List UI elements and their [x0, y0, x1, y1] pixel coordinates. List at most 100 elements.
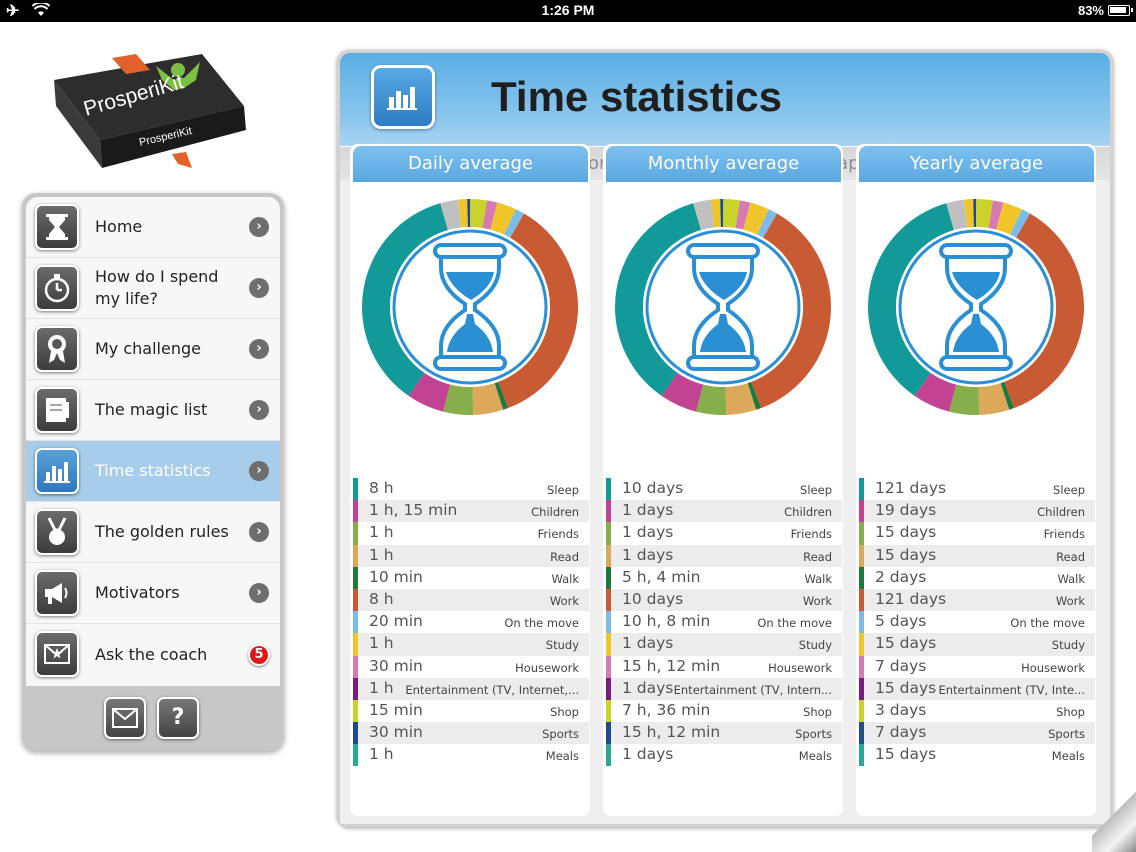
donut-segment	[711, 199, 721, 228]
page-curl[interactable]	[1092, 774, 1136, 852]
sidebar-item-label: My challenge	[95, 339, 201, 358]
megaphone-icon	[35, 570, 79, 616]
stat-category: Meals	[798, 749, 832, 764]
sidebar-item-label: How do I spend my life?	[95, 267, 219, 308]
stat-category: Work	[1055, 593, 1085, 608]
stat-category: Children	[531, 505, 579, 520]
stat-row: 121 days Sleep	[859, 478, 1095, 501]
column-header: Daily average	[353, 146, 588, 182]
donut-segment	[751, 213, 831, 409]
stat-value: 1 h	[369, 523, 394, 542]
stat-value: 1 h	[369, 545, 394, 564]
stat-category: Sports	[795, 727, 832, 742]
sidebar-item-my-challenge[interactable]: My challenge ›	[26, 319, 280, 380]
stat-row: 1 days Read	[606, 544, 842, 567]
stat-value: 5 h, 4 min	[622, 567, 701, 586]
stat-value: 1 days	[622, 501, 674, 520]
stat-category: Children	[784, 505, 832, 520]
sidebar-item-time-statistics[interactable]: Time statistics ›	[26, 441, 280, 502]
battery-percent: 83%	[1077, 3, 1104, 18]
stat-row: 1 days Friends	[606, 522, 842, 545]
stat-value: 121 days	[875, 589, 947, 608]
stat-value: 15 days	[875, 678, 937, 697]
stat-row: 1 h Meals	[353, 744, 589, 767]
stat-value: 15 days	[875, 545, 937, 564]
stat-category: Friends	[1043, 527, 1085, 542]
stat-value: 7 days	[875, 723, 927, 742]
donut-segment	[868, 203, 954, 396]
stat-category: Friends	[790, 527, 832, 542]
sidebar-item-motivators[interactable]: Motivators ›	[26, 563, 280, 624]
stat-value: 2 days	[875, 567, 927, 586]
donut-segment	[615, 203, 701, 396]
sidebar-item-ask-the-coach[interactable]: Ask the coach 5	[26, 624, 280, 685]
sidebar-item-label: Time statistics	[95, 461, 211, 480]
stat-value: 20 min	[369, 612, 423, 631]
donut-segment	[482, 200, 498, 230]
stat-category: Meals	[545, 749, 579, 764]
bar-chart-icon	[371, 65, 435, 129]
stat-value: 1 days	[622, 523, 674, 542]
sidebar-item-home[interactable]: Home ›	[26, 197, 280, 258]
stat-row: 15 days Read	[859, 544, 1095, 567]
stat-row: 10 days Work	[606, 588, 842, 612]
donut-segment	[747, 381, 762, 410]
sidebar-item-how-do-i-spend-my-life[interactable]: How do I spend my life? ›	[26, 258, 280, 319]
stat-row: 20 min On the move	[353, 611, 589, 634]
stat-value: 10 days	[622, 589, 684, 608]
stat-row: 15 h, 12 min Sports	[606, 722, 842, 745]
donut-segment	[973, 199, 977, 228]
stat-row: 1 h, 15 min Children	[353, 500, 589, 523]
donut-segment	[988, 200, 1004, 230]
stat-row: 7 h, 36 min Shop	[606, 699, 842, 723]
help-button[interactable]: ?	[157, 697, 199, 739]
stat-value: 15 days	[875, 634, 937, 653]
battery-icon	[1108, 5, 1133, 16]
chevron-right-icon: ›	[249, 278, 269, 298]
stat-row: 15 days Friends	[859, 522, 1095, 545]
stat-row: 1 h Entertainment (TV, Internet,...	[353, 677, 589, 700]
stat-value: 1 days	[622, 634, 674, 653]
stats-list: 10 days Sleep 1 days Children 1 days Friends 1…	[606, 478, 842, 767]
sidebar-item-the-magic-list[interactable]: The magic list ›	[26, 380, 280, 441]
stat-row: 30 min Sports	[353, 722, 589, 745]
airplane-mode-icon: ✈	[6, 3, 20, 20]
stat-category: Housework	[768, 660, 832, 675]
stat-category: Study	[545, 638, 579, 653]
stat-value: 15 h, 12 min	[622, 656, 721, 675]
daily-time-donut	[362, 199, 578, 415]
stat-value: 10 h, 8 min	[622, 612, 711, 631]
stats-list: 121 days Sleep 19 days Children 15 days Frien…	[859, 478, 1095, 767]
donut-segment	[964, 199, 974, 228]
stat-row: 1 days Study	[606, 633, 842, 656]
stat-category: Sleep	[800, 483, 832, 497]
notebook-icon	[35, 387, 79, 433]
stat-category: Walk	[1057, 571, 1085, 586]
chevron-right-icon: ›	[249, 522, 269, 542]
stat-category: On the move	[1010, 616, 1085, 631]
donut-segment	[976, 199, 993, 228]
stat-value: 15 days	[875, 523, 937, 542]
stat-value: 7 days	[875, 656, 927, 675]
donut-segment	[996, 202, 1022, 235]
stat-category: Shop	[803, 704, 832, 719]
chevron-right-icon: ›	[249, 400, 269, 420]
donut-segment	[696, 384, 727, 415]
sidebar-item-the-golden-rules[interactable]: The golden rules ›	[26, 502, 280, 563]
stat-value: 1 h	[369, 678, 394, 697]
page-title: Time statistics	[491, 73, 783, 120]
stat-value: 7 h, 36 min	[622, 700, 711, 719]
sidebar-item-label: Home	[95, 217, 143, 236]
stat-category: Work	[802, 593, 832, 608]
chevron-right-icon: ›	[249, 339, 269, 359]
stat-row: 7 days Housework	[859, 655, 1095, 678]
stat-row: 1 h Study	[353, 633, 589, 656]
stat-category: Entertainment (TV, Intern...	[673, 682, 832, 697]
mail-button[interactable]	[104, 697, 146, 739]
stat-row: 15 days Entertainment (TV, Inte...	[859, 677, 1095, 700]
stat-category: Read	[550, 549, 579, 564]
stat-value: 19 days	[875, 501, 937, 520]
donut-segment	[720, 199, 724, 228]
stat-value: 15 h, 12 min	[622, 723, 721, 742]
donut-segment	[1010, 209, 1031, 238]
